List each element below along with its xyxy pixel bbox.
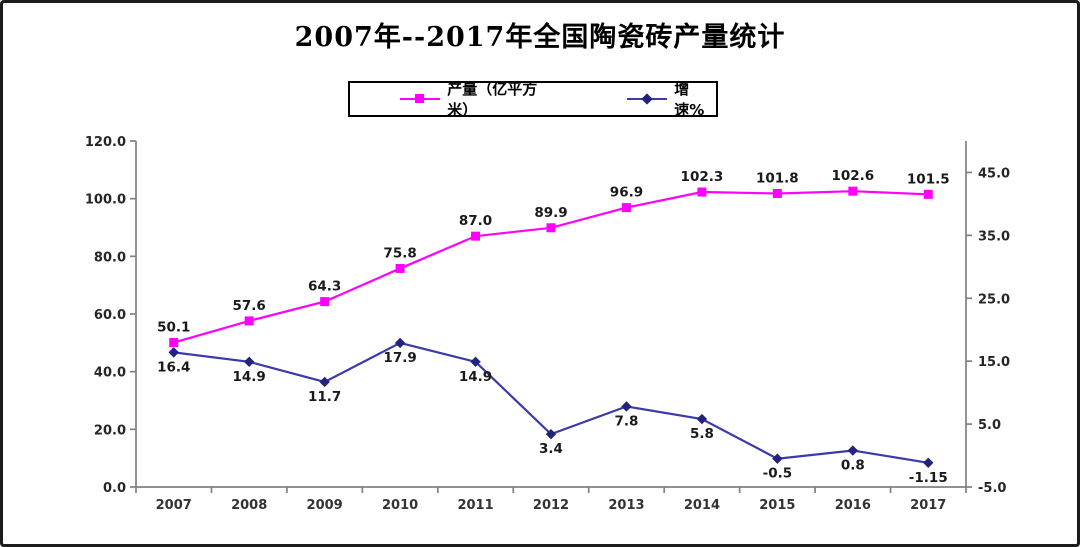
growth-marker bbox=[243, 356, 255, 368]
growth-marker bbox=[923, 457, 934, 468]
growth-value-label: -0.5 bbox=[763, 466, 793, 482]
growth-marker bbox=[470, 356, 481, 368]
production-marker bbox=[169, 338, 179, 348]
chart-title: 2007年--2017年全国陶瓷砖产量统计 bbox=[294, 22, 786, 53]
legend[interactable]: 产量（亿平方米） 增速% bbox=[348, 78, 718, 120]
growth-value-label: 14.9 bbox=[233, 369, 266, 385]
left-axis-tick-label: 60.0 bbox=[94, 308, 126, 323]
production-value-label: 101.8 bbox=[756, 170, 799, 186]
growth-marker bbox=[319, 376, 330, 388]
x-axis-year-label: 2014 bbox=[684, 498, 720, 513]
growth-value-label: 14.9 bbox=[459, 369, 492, 385]
x-axis-year-label: 2017 bbox=[910, 498, 946, 513]
x-axis-year-label: 2007 bbox=[156, 498, 192, 513]
right-axis-tick-label: 15.0 bbox=[978, 355, 1010, 370]
left-axis-tick-label: 40.0 bbox=[94, 366, 126, 381]
legend-item-growth[interactable]: 增速% bbox=[627, 78, 716, 120]
production-marker bbox=[320, 297, 330, 307]
production-marker bbox=[546, 223, 556, 233]
x-axis-year-label: 2016 bbox=[835, 498, 871, 513]
production-value-label: 89.9 bbox=[534, 205, 567, 221]
production-marker bbox=[244, 316, 254, 326]
production-value-label: 64.3 bbox=[308, 279, 341, 295]
growth-value-label: 5.8 bbox=[690, 426, 714, 442]
growth-marker bbox=[621, 401, 632, 412]
left-axis-tick-label: 80.0 bbox=[94, 250, 126, 265]
growth-marker bbox=[696, 413, 708, 425]
production-marker bbox=[923, 189, 933, 199]
legend-label-growth: 增速% bbox=[674, 80, 705, 119]
growth-marker bbox=[394, 337, 406, 349]
right-axis-tick-label: 35.0 bbox=[978, 229, 1010, 244]
growth-value-label: 0.8 bbox=[841, 458, 865, 474]
legend-label-production: 产量（亿平方米） bbox=[447, 80, 538, 119]
right-axis-tick-label: 25.0 bbox=[978, 292, 1010, 307]
legend-item-production[interactable]: 产量（亿平方米） bbox=[400, 78, 559, 120]
production-marker bbox=[395, 263, 405, 273]
x-axis-year-label: 2010 bbox=[382, 498, 418, 513]
x-axis-year-label: 2011 bbox=[457, 498, 493, 513]
production-line-swatch-icon bbox=[400, 93, 440, 105]
left-axis-tick-label: 0.0 bbox=[103, 481, 126, 496]
production-value-label: 57.6 bbox=[233, 298, 266, 314]
left-axis-tick-label: 100.0 bbox=[85, 193, 126, 208]
production-value-label: 75.8 bbox=[383, 245, 416, 261]
production-marker bbox=[848, 186, 858, 196]
production-marker bbox=[697, 187, 707, 197]
growth-value-label: 7.8 bbox=[614, 413, 638, 429]
production-marker bbox=[772, 188, 782, 198]
growth-value-label: 3.4 bbox=[539, 441, 563, 457]
growth-marker bbox=[545, 428, 557, 440]
growth-value-label: -1.15 bbox=[909, 470, 948, 486]
growth-marker bbox=[168, 347, 179, 358]
production-value-label: 102.6 bbox=[831, 168, 874, 184]
growth-marker bbox=[772, 453, 783, 464]
x-axis-year-label: 2015 bbox=[759, 498, 795, 513]
left-axis-tick-label: 20.0 bbox=[94, 423, 126, 438]
growth-marker bbox=[847, 445, 859, 456]
production-value-label: 96.9 bbox=[610, 185, 643, 201]
growth-line-swatch-icon bbox=[627, 93, 668, 105]
production-value-label: 102.3 bbox=[681, 169, 724, 185]
production-marker bbox=[471, 231, 481, 241]
plot-area: 0.0 20.0 40.0 60.0 80.0 100.0 120.0 -5.0 5.0 15.0… bbox=[85, 135, 1010, 513]
right-axis-tick-label: 45.0 bbox=[978, 166, 1010, 181]
production-marker bbox=[621, 203, 631, 213]
growth-value-label: 17.9 bbox=[383, 350, 416, 366]
growth-value-label: 16.4 bbox=[157, 359, 190, 375]
production-value-label: 87.0 bbox=[459, 213, 492, 229]
production-value-label: 50.1 bbox=[157, 320, 190, 336]
right-axis-tick-label: -5.0 bbox=[978, 481, 1006, 496]
production-value-label: 101.5 bbox=[907, 171, 950, 187]
x-axis-year-label: 2012 bbox=[533, 498, 569, 513]
left-axis-tick-label: 120.0 bbox=[85, 135, 126, 150]
x-axis-year-label: 2009 bbox=[307, 498, 343, 513]
growth-value-label: 11.7 bbox=[308, 389, 341, 405]
x-axis-year-label: 2008 bbox=[231, 498, 267, 513]
x-axis-year-label: 2013 bbox=[608, 498, 644, 513]
right-axis-tick-label: 5.0 bbox=[978, 418, 1001, 433]
